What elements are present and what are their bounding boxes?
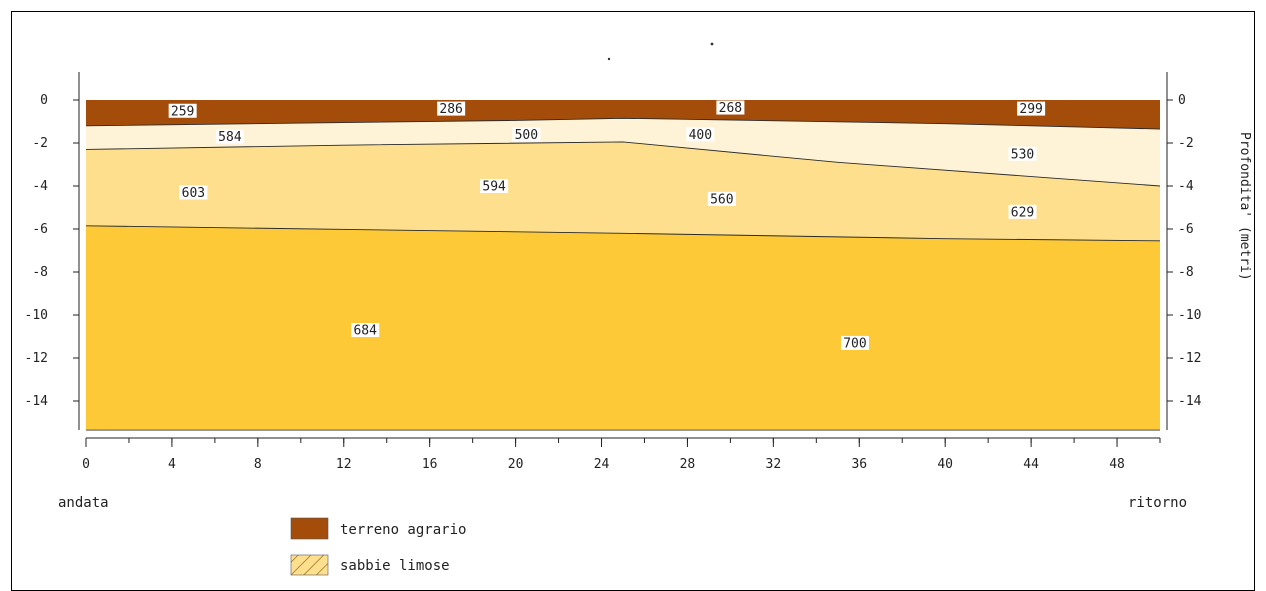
layer-boundary-3: [85, 225, 1161, 242]
value-label-box: [215, 129, 244, 144]
legend: terreno agrario sabbie limose: [290, 517, 466, 576]
layer-boundary-2: [85, 141, 1161, 187]
y-tick-label-right: -8: [1178, 265, 1194, 280]
y-tick-label-right: -6: [1178, 222, 1194, 237]
x-tick-label: 8: [254, 457, 262, 472]
stray-dot: [710, 42, 714, 46]
value-label: 594: [482, 180, 506, 195]
value-label: 629: [1011, 205, 1034, 220]
value-label-box: [351, 323, 380, 338]
value-label-box: [179, 185, 208, 200]
x-tick-label: 16: [422, 457, 438, 472]
soil-layers: [85, 100, 1161, 431]
x-tick-label: 20: [508, 457, 524, 472]
value-label: 530: [1011, 147, 1034, 162]
x-tick-label: 32: [766, 457, 782, 472]
value-label: 700: [843, 336, 866, 351]
value-label: 500: [515, 128, 538, 143]
value-label: 268: [719, 101, 742, 116]
start-label: andata: [58, 495, 109, 511]
y-tick-label-left: -12: [25, 351, 48, 366]
x-tick-label: 28: [680, 457, 696, 472]
x-tick-label: 24: [594, 457, 610, 472]
value-label: 299: [1019, 102, 1042, 117]
value-label: 684: [353, 324, 377, 339]
axes: 0 4 8 12 16 20 24 28 32 36 40 44 480 0-2 -2-4 -4-6 -6-8-…: [25, 72, 1202, 472]
y-axis-title: Profondita' (metri): [1237, 132, 1252, 281]
value-label-box: [512, 127, 541, 142]
value-label: 259: [171, 104, 194, 119]
value-label: 560: [710, 192, 733, 207]
soil-layer-0: [86, 100, 1160, 130]
value-label: 286: [439, 102, 462, 117]
y-tick-label-right: -2: [1178, 136, 1194, 151]
value-label-box: [1017, 101, 1046, 116]
value-label: 584: [218, 130, 242, 145]
end-label: ritorno: [1128, 495, 1187, 511]
legend-swatch-terreno-agrario: [290, 517, 329, 540]
x-tick-label: 40: [937, 457, 953, 472]
y-tick-label-right: -4: [1178, 179, 1194, 194]
x-tick-label: 36: [851, 457, 867, 472]
y-tick-label-right: -14: [1178, 394, 1202, 409]
x-tick-label: 48: [1109, 457, 1125, 472]
y-tick-label-left: -8: [32, 265, 48, 280]
value-label-box: [480, 179, 509, 193]
soil-layer-3: [86, 225, 1160, 429]
legend-swatch-sabbie-limose: [290, 554, 329, 576]
y-tick-label-right: -10: [1178, 308, 1201, 323]
x-tick-label: 4: [168, 457, 176, 472]
y-tick-label-left: 0: [40, 93, 48, 108]
value-label-box: [1008, 204, 1037, 219]
value-label: 603: [182, 186, 205, 201]
y-tick-label-left: -10: [25, 308, 48, 323]
y-tick-label-left: -2: [32, 136, 48, 151]
y-tick-label-left: -4: [32, 179, 48, 194]
value-label-box: [716, 100, 745, 115]
value-labels: 259 286 268 299 584 500 400 530 603 594 560 629 684 7…: [168, 100, 1046, 351]
x-tick-label: 44: [1023, 457, 1039, 472]
legend-label-terreno-agrario: terreno agrario: [340, 522, 466, 538]
stray-dot: [607, 57, 611, 61]
value-label-box: [437, 101, 466, 116]
value-label-box: [840, 335, 869, 350]
soil-layer-1: [86, 118, 1160, 186]
y-tick-label-right: 0: [1178, 93, 1186, 108]
value-label-box: [707, 191, 736, 206]
layer-boundary-1: [85, 117, 1161, 130]
y-tick-label-right: -12: [1178, 351, 1201, 366]
legend-label-sabbie-limose: sabbie limose: [340, 558, 450, 574]
value-label-box: [168, 103, 197, 118]
x-tick-label: 12: [336, 457, 352, 472]
y-tick-label-left: -6: [32, 222, 48, 237]
value-label: 400: [689, 128, 712, 143]
y-tick-label-left: -14: [25, 394, 49, 409]
value-label-box: [1008, 146, 1037, 161]
soil-profile-chart: 0 4 8 12 16 20 24 28 32 36 40 44 480 0-2 -2-4 -4-6 -6-8-…: [25, 42, 1252, 576]
x-tick-label: 0: [82, 457, 90, 472]
value-label-box: [686, 127, 715, 142]
